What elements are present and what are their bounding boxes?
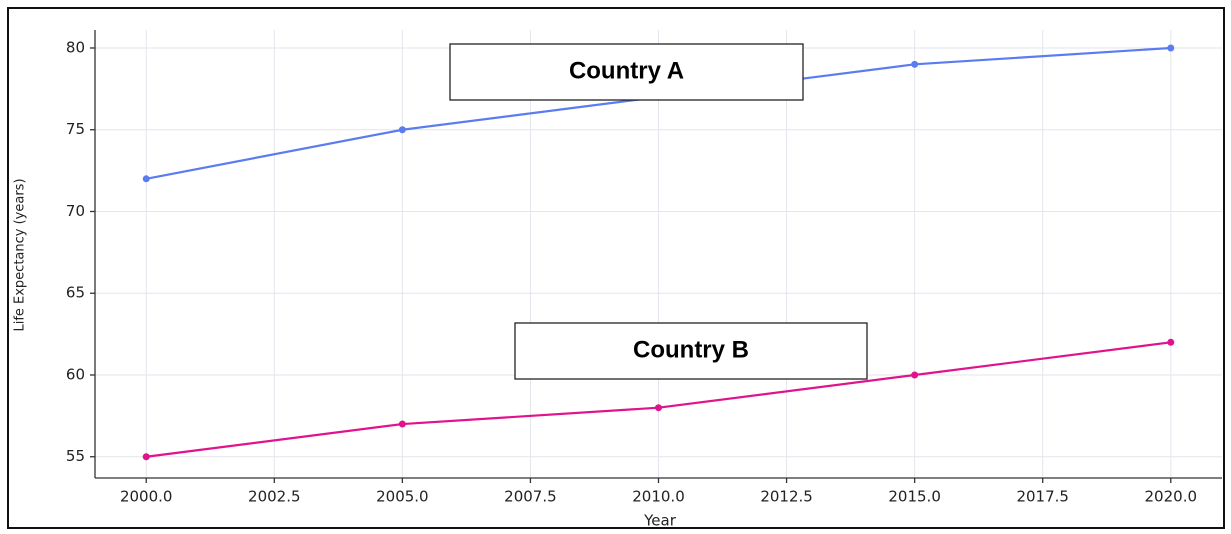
y-tick-label: 70 <box>66 202 85 220</box>
annotation-label: Country B <box>633 336 749 363</box>
x-tick-label: 2017.5 <box>1016 488 1069 506</box>
point <box>142 453 150 461</box>
annotation-box <box>514 322 868 380</box>
annotation-label: Country A <box>569 57 684 84</box>
point <box>911 371 919 379</box>
x-tick-label: 2015.0 <box>888 488 941 506</box>
y-tick-label: 80 <box>66 38 85 56</box>
x-tick-label: 2002.5 <box>248 488 301 506</box>
y-tick-label: 55 <box>66 447 85 465</box>
y-tick-label: 60 <box>66 365 85 383</box>
y-axis-title: Life Expectancy (years) <box>13 178 28 331</box>
x-tick-label: 2007.5 <box>504 488 557 506</box>
point <box>655 404 662 412</box>
point <box>1167 44 1175 52</box>
annotation-box <box>449 43 804 101</box>
x-axis-title: Year <box>643 512 677 530</box>
x-tick-label: 2012.5 <box>760 488 813 506</box>
y-tick-label: 75 <box>66 120 85 138</box>
point <box>398 126 406 134</box>
x-tick-label: 2020.0 <box>1145 488 1198 506</box>
frame <box>7 7 1225 529</box>
x-tick-label: 2005.0 <box>376 488 429 506</box>
point <box>398 420 406 428</box>
grid <box>95 30 1222 478</box>
x-tick-label: 2000.0 <box>120 488 173 506</box>
point <box>142 175 150 183</box>
point <box>1167 338 1175 346</box>
point <box>911 60 919 68</box>
y-tick-label: 65 <box>66 284 85 302</box>
x-tick-label: 2010.0 <box>632 488 685 506</box>
